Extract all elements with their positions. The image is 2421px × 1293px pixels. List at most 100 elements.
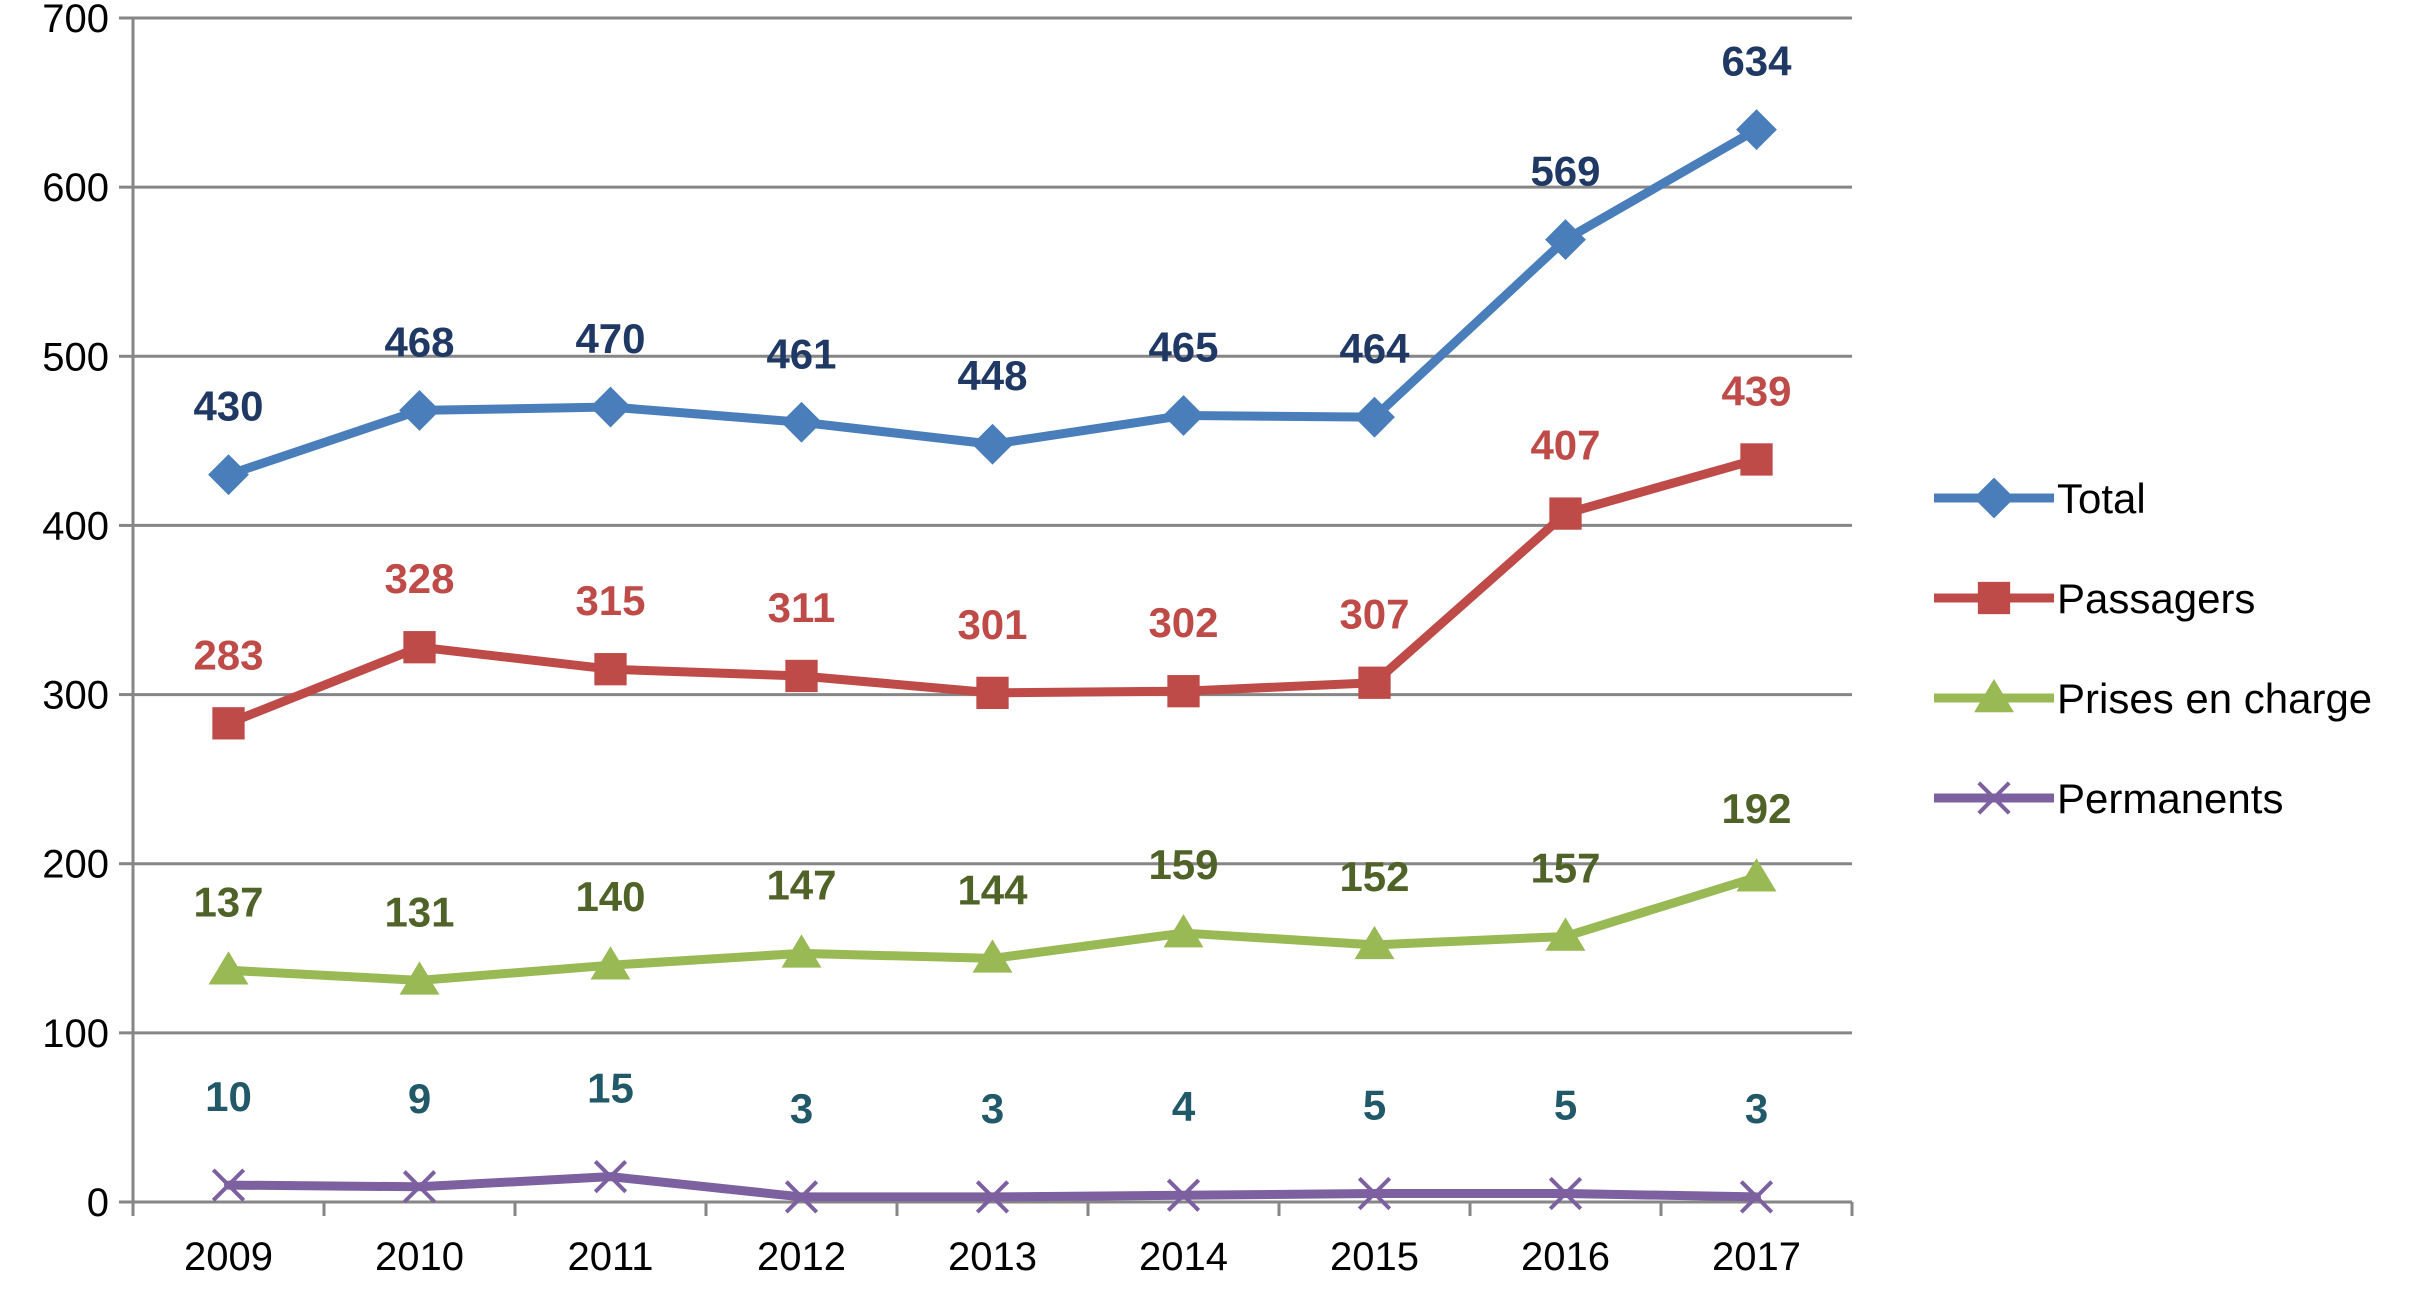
y-tick-label: 500: [42, 335, 109, 379]
data-label-passagers: 439: [1721, 367, 1791, 414]
data-point-prises-en-charge: [399, 961, 440, 995]
data-label-passagers: 328: [384, 555, 454, 602]
data-point-passagers: [1167, 675, 1200, 708]
data-point-passagers: [1358, 666, 1391, 699]
data-label-permanents: 3: [981, 1085, 1004, 1132]
data-point-total: [1354, 396, 1395, 438]
data-point-prises-en-charge: [972, 939, 1013, 973]
data-point-passagers: [1549, 497, 1582, 530]
data-label-permanents: 3: [1745, 1085, 1768, 1132]
series-line-total: [224, 125, 1761, 480]
y-tick-label: 700: [42, 0, 109, 41]
data-label-total: 468: [384, 318, 454, 365]
data-label-total: 465: [1148, 323, 1218, 370]
x-tick-label: 2015: [1330, 1235, 1419, 1279]
data-point-total: [972, 423, 1013, 465]
x-tick-label: 2012: [757, 1235, 846, 1279]
data-label-total: 470: [575, 315, 645, 362]
y-tick-label: 400: [42, 504, 109, 548]
data-label-prises-en-charge: 140: [575, 873, 645, 920]
legend-marker: [1973, 477, 2015, 519]
data-label-permanents: 9: [408, 1075, 431, 1122]
data-point-passagers: [594, 653, 627, 686]
legend-marker: [1974, 679, 2014, 713]
x-tick-label: 2017: [1712, 1235, 1801, 1279]
data-label-passagers: 307: [1339, 591, 1409, 638]
data-label-passagers: 311: [768, 584, 836, 631]
marker-stroke: [784, 1180, 819, 1214]
marker-stroke: [1548, 1176, 1583, 1211]
data-point-total: [399, 389, 440, 431]
x-tick-label: 2013: [948, 1235, 1037, 1279]
data-point-total: [1736, 109, 1777, 151]
data-label-prises-en-charge: 147: [766, 861, 836, 908]
data-label-passagers: 301: [957, 601, 1027, 648]
marker-stroke: [1166, 1178, 1201, 1212]
x-axis-ticks: 2009 2010 2011 2012 2013 2014 2015 2016 2017: [131, 1202, 1854, 1279]
data-point-passagers: [976, 676, 1009, 710]
data-point-total: [781, 401, 822, 443]
y-tick-label: 600: [42, 166, 109, 210]
marker-stroke: [1739, 1180, 1774, 1214]
data-point-passagers: [1740, 443, 1773, 476]
data-label-total: 569: [1530, 148, 1600, 195]
data-point-passagers: [785, 659, 818, 693]
data-point-permanents: [1166, 1178, 1201, 1212]
data-label-prises-en-charge: 159: [1148, 841, 1218, 888]
data-point-prises-en-charge: [1163, 914, 1204, 948]
data-point-permanents: [1357, 1176, 1392, 1211]
legend-item-total: Total: [1934, 475, 2146, 522]
marker-stroke: [975, 1180, 1010, 1214]
data-point-total: [1163, 395, 1204, 436]
data-label-prises-en-charge: 137: [193, 878, 263, 925]
data-label-total: 448: [957, 352, 1027, 399]
x-tick-label: 2009: [184, 1235, 273, 1279]
legend-label: Prises en charge: [2057, 675, 2372, 722]
marker-stroke: [1977, 781, 2011, 815]
y-axis-ticks: 0 100 200 300 400 500 600 700: [42, 0, 133, 1225]
data-label-permanents: 3: [790, 1085, 813, 1132]
data-point-total: [208, 454, 249, 496]
data-label-permanents: 4: [1172, 1083, 1196, 1130]
data-label-permanents: 5: [1363, 1082, 1386, 1129]
data-point-permanents: [1739, 1180, 1774, 1214]
data-point-permanents: [402, 1170, 437, 1204]
data-label-prises-en-charge: 157: [1530, 844, 1600, 891]
data-label-total: 634: [1721, 38, 1792, 85]
data-point-prises-en-charge: [208, 951, 249, 985]
data-label-passagers: 315: [575, 577, 645, 624]
data-label-permanents: 15: [587, 1065, 634, 1112]
y-tick-label: 0: [87, 1181, 109, 1225]
y-tick-label: 100: [42, 1012, 109, 1056]
data-point-permanents: [975, 1180, 1010, 1214]
y-tick-label: 200: [42, 843, 109, 887]
data-label-total: 464: [1339, 325, 1410, 372]
series-layer: [208, 109, 1777, 1214]
series-line-permanents: [224, 1172, 1761, 1202]
data-label-passagers: 283: [193, 631, 263, 678]
data-point-prises-en-charge: [1545, 917, 1586, 951]
data-label-total: 461: [766, 330, 836, 377]
x-tick-label: 2011: [567, 1235, 653, 1279]
data-point-permanents: [784, 1180, 819, 1214]
data-label-passagers: 407: [1530, 422, 1600, 469]
legend-label: Total: [2057, 475, 2146, 522]
x-tick-label: 2016: [1521, 1235, 1610, 1279]
axes: [131, 18, 1852, 1204]
marker-stroke: [402, 1170, 437, 1204]
legend: Total Passagers Prises en charge Permanents: [1934, 475, 2372, 822]
legend-marker: [1977, 781, 2011, 815]
data-label-total: 430: [193, 383, 263, 430]
data-point-prises-en-charge: [781, 934, 822, 968]
data-label-permanents: 5: [1554, 1082, 1577, 1129]
marker-stroke: [593, 1160, 628, 1194]
data-point-permanents: [1548, 1176, 1583, 1211]
data-point-prises-en-charge: [590, 946, 631, 980]
legend-marker: [1977, 581, 2011, 615]
legend-label: Permanents: [2057, 775, 2283, 822]
legend-item-permanents: Permanents: [1934, 775, 2283, 822]
legend-label: Passagers: [2057, 575, 2255, 622]
legend-item-passagers: Passagers: [1934, 575, 2255, 622]
